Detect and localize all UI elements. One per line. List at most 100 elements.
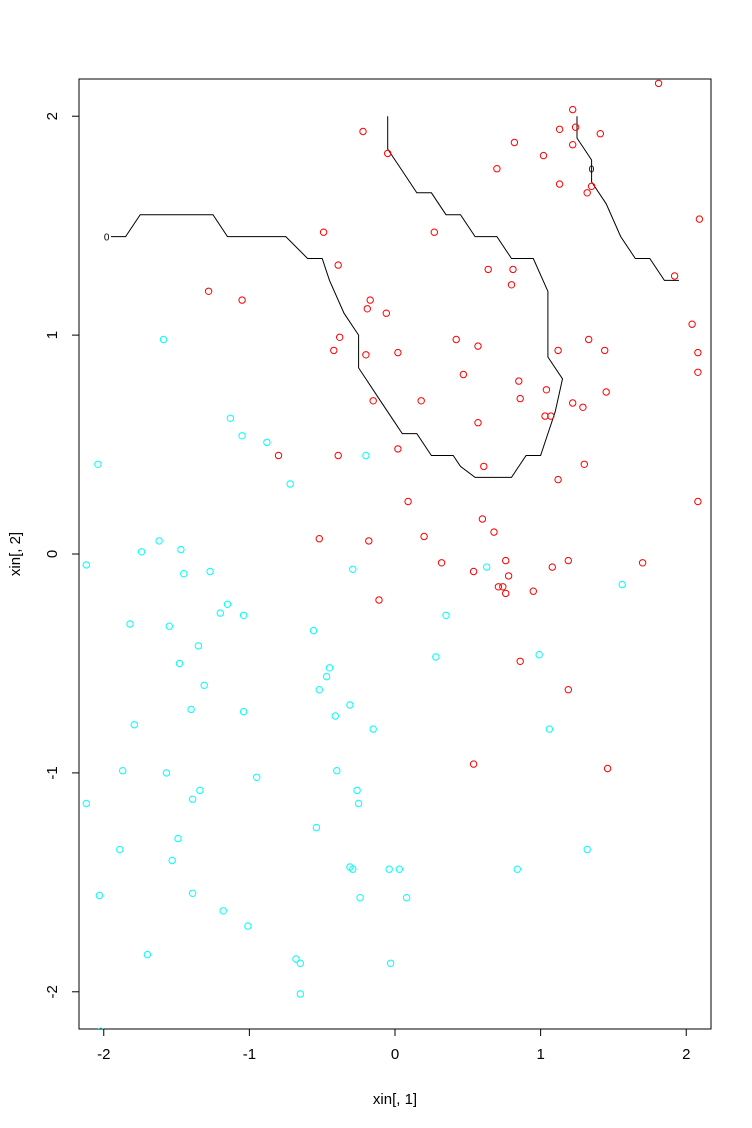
data-point (569, 399, 577, 407)
data-point (603, 764, 612, 773)
data-point (384, 149, 392, 158)
data-point (349, 865, 357, 873)
y-tick-label: 0 (44, 550, 61, 558)
data-point (516, 657, 524, 665)
decision-boundary: 00 (104, 116, 679, 478)
data-point (452, 335, 460, 344)
data-point (585, 335, 593, 344)
data-point (333, 767, 341, 775)
data-point (159, 335, 168, 344)
data-point (238, 296, 246, 304)
data-point (548, 563, 556, 571)
data-point (515, 377, 523, 385)
data-point (369, 725, 377, 733)
data-point (165, 622, 174, 630)
data-point (119, 767, 127, 775)
data-point (493, 165, 501, 173)
data-point (694, 348, 702, 357)
data-point (204, 287, 213, 295)
data-point (180, 570, 188, 578)
data-point (539, 151, 548, 160)
data-point (315, 535, 323, 543)
data-point (239, 611, 248, 619)
data-point (580, 460, 588, 468)
data-point (177, 545, 185, 554)
data-point (309, 626, 318, 635)
data-point (670, 272, 679, 280)
contour-label: 0 (104, 233, 110, 244)
data-point (587, 182, 596, 191)
data-point (654, 79, 663, 88)
data-point (187, 705, 195, 714)
data-point (569, 141, 577, 149)
data-point (555, 125, 564, 134)
data-point (356, 894, 364, 902)
data-point (478, 515, 487, 523)
data-point (244, 922, 252, 930)
data-point (82, 561, 91, 569)
data-point (206, 567, 214, 576)
data-point (137, 548, 146, 556)
data-point (226, 414, 235, 422)
data-point (354, 799, 363, 808)
data-point (334, 451, 342, 460)
x-axis-label: xin[, 1] (373, 1091, 417, 1108)
data-point (484, 265, 492, 274)
data-point (97, 1027, 104, 1029)
data-point (547, 412, 555, 420)
data-point (420, 532, 428, 541)
data-point (516, 394, 524, 403)
data-point (554, 346, 562, 355)
data-point (571, 123, 580, 131)
data-point (541, 412, 549, 420)
data-point (168, 856, 176, 865)
data-point (346, 701, 354, 709)
data-point (155, 537, 163, 545)
data-point (188, 889, 197, 897)
y-tick-label: -1 (44, 766, 61, 779)
data-point (315, 686, 323, 694)
data-point (502, 556, 510, 565)
y-axis-label: xin[, 2] (7, 532, 24, 576)
plot-area-frame (78, 78, 712, 1030)
contour-label: 0 (589, 165, 595, 176)
axes: -2 -1 0 1 2 -2 -1 0 1 2 (44, 112, 690, 1063)
data-point (494, 583, 503, 591)
data-point (331, 712, 339, 720)
data-point (529, 587, 537, 595)
data-point (382, 309, 390, 317)
data-point (322, 672, 331, 681)
x-tick-label: 2 (682, 1046, 690, 1063)
data-point (385, 865, 393, 873)
data-point (417, 397, 425, 405)
boundary-contour (111, 116, 564, 478)
data-point (349, 565, 357, 573)
data-point (579, 403, 587, 411)
data-point (583, 845, 591, 854)
data-point (253, 773, 261, 781)
data-point (274, 451, 283, 460)
data-point (554, 475, 562, 484)
data-point (174, 834, 182, 843)
data-point (312, 823, 321, 832)
data-point (480, 462, 488, 471)
data-point (555, 180, 564, 188)
data-point (365, 537, 373, 545)
data-point (319, 228, 328, 236)
data-point (330, 346, 338, 355)
data-point (143, 950, 152, 959)
data-point (504, 572, 513, 580)
x-tick-label: -2 (97, 1046, 110, 1063)
data-point (583, 189, 591, 197)
data-point (362, 351, 370, 359)
data-point (336, 333, 344, 341)
data-point (694, 497, 702, 506)
data-point (238, 432, 246, 440)
data-point (459, 370, 468, 379)
data-point (474, 342, 482, 350)
data-point (474, 419, 482, 427)
data-point (175, 659, 184, 668)
data-point (404, 497, 412, 506)
data-point (334, 261, 342, 269)
data-point (162, 769, 171, 777)
